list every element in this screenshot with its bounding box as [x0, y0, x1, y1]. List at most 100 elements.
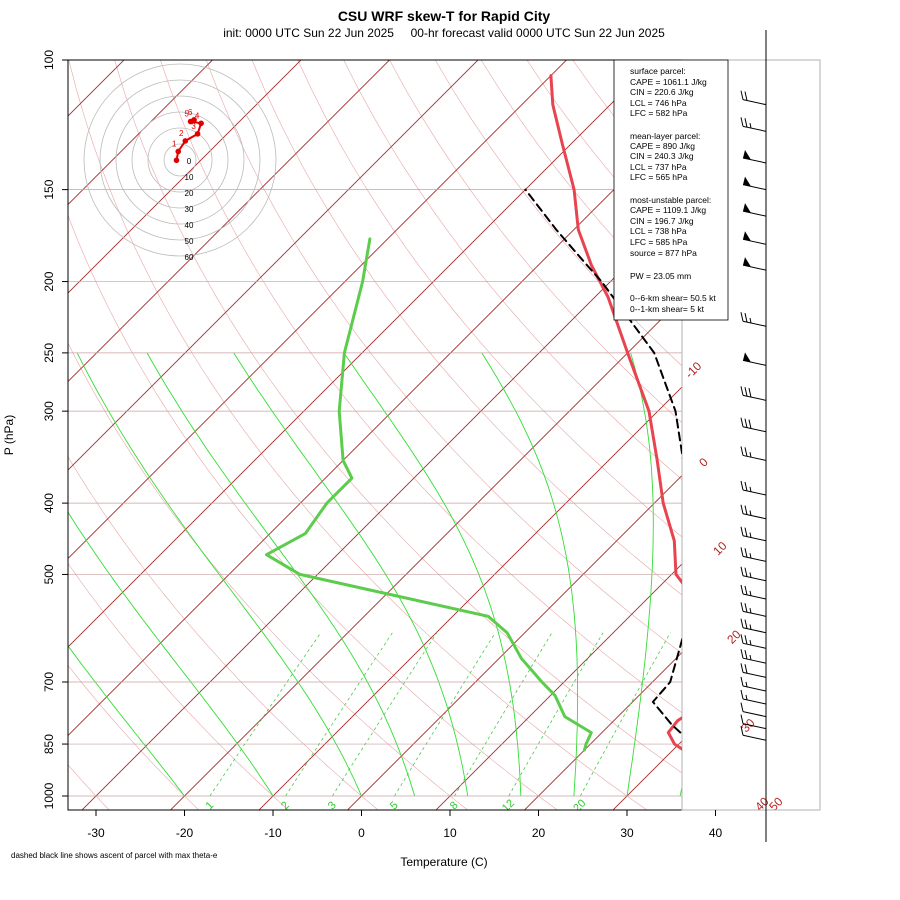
isotherm-label: 50 [766, 794, 786, 814]
p-tick-label: 200 [42, 271, 56, 291]
dry-adiabat [251, 60, 682, 596]
wind-barb-shaft [742, 671, 767, 678]
wind-barb [740, 117, 767, 132]
wind-barb-feather [740, 547, 744, 557]
wind-barb-feather [744, 313, 748, 323]
hodograph-ring [83, 63, 277, 257]
hodograph-ring-label: 30 [185, 205, 194, 214]
hodograph-point [194, 131, 201, 137]
mixing-ratio-label: 8 [448, 799, 461, 812]
legend-line: 0--1-km shear= 5 kt [630, 304, 705, 314]
t-tick-label: 30 [620, 826, 634, 840]
dry-adiabat [848, 60, 900, 812]
hodograph-point [182, 138, 189, 144]
t-tick-label: 0 [358, 826, 365, 840]
wind-barb [740, 649, 767, 664]
p-tick-label: 250 [42, 343, 56, 363]
wind-barb-feather [740, 566, 744, 576]
hodograph-point-label: 5 [184, 110, 189, 119]
hodograph-ring-label: 60 [185, 253, 194, 262]
isotherm-line [68, 60, 479, 471]
dewpoint-trace [265, 237, 593, 752]
wind-barb-feather [744, 481, 748, 492]
wind-barb-feather [744, 585, 748, 596]
legend-line: CAPE = 1061.1 J/kg [630, 77, 707, 87]
dry-adiabat [343, 60, 682, 480]
moist-adiabat [626, 352, 654, 797]
wind-barb [742, 149, 767, 164]
wind-barb-shaft [742, 125, 767, 132]
legend-line: CAPE = 890 J/kg [630, 141, 695, 151]
p-tick-label: 100 [42, 50, 56, 70]
wind-barb-feather [740, 676, 744, 687]
dry-adiabat [68, 60, 648, 810]
moist-adiabat [76, 352, 362, 797]
wind-barb-shaft [742, 489, 767, 496]
wind-barb-feather [740, 312, 744, 322]
plot-frame [67, 59, 683, 811]
legend-line: LCL = 746 hPa [630, 98, 687, 108]
hodograph: 0 10 20 30 40 50 60 123 45 6 [83, 63, 277, 262]
wind-barb-shaft [742, 593, 767, 600]
wind-barb-shaft [742, 642, 767, 649]
wind-barb-shaft [742, 734, 767, 741]
wind-barb [740, 634, 767, 649]
wind-barb-feather [744, 527, 748, 537]
t-tick-label: 20 [532, 826, 546, 840]
dry-adiabat [68, 664, 200, 810]
wind-barb-half-feather [749, 317, 752, 324]
wind-barb-shaft [742, 723, 767, 730]
wind-barb [740, 663, 767, 678]
wind-barb-feather [748, 388, 752, 398]
hodograph-point-label: 1 [172, 139, 177, 148]
isotherm-line [81, 209, 682, 810]
dry-adiabat [297, 60, 682, 538]
wind-barb [740, 526, 767, 542]
legend-line: PW = 23.05 mm [630, 271, 691, 281]
wind-barb [740, 676, 767, 692]
wind-barb-feather [744, 418, 748, 428]
isotherm-line [68, 60, 656, 648]
isotherm-line [169, 297, 682, 810]
wind-barb-feather [744, 447, 748, 457]
legend-line: surface parcel: [630, 66, 686, 76]
hodograph-ring [163, 143, 197, 177]
wind-barb [740, 584, 767, 600]
isotherm-line [788, 44, 900, 812]
hodograph-ring [99, 79, 261, 241]
moist-adiabat [343, 352, 522, 797]
hodograph-ring-label: 10 [185, 173, 194, 182]
wind-barb [740, 726, 767, 741]
p-tick-label: 1000 [42, 782, 56, 809]
wind-barb-feather [740, 526, 744, 536]
wind-barb-half-feather [749, 572, 752, 578]
parcel-ascent-trace [524, 188, 682, 736]
hodograph-ring-label: 40 [185, 221, 194, 230]
wind-barb-shaft [742, 555, 767, 562]
wind-barb-feather [748, 419, 752, 429]
x-axis-label: Temperature (C) [400, 855, 487, 869]
legend-line: CAPE = 1109.1 J/kg [630, 205, 706, 215]
isotherm-label: 20 [724, 627, 744, 647]
p-tick-label: 300 [42, 401, 56, 421]
wind-barb-feather [744, 91, 748, 101]
wind-barb [740, 618, 767, 634]
wind-barb-feather [744, 603, 748, 613]
wind-barb-shaft [742, 535, 767, 542]
footnote: dashed black line shows ascent of parcel… [11, 851, 218, 860]
wind-barb-shaft [742, 610, 767, 617]
isotherm-label: -10 [682, 359, 704, 381]
moist-adiabat [233, 352, 469, 797]
mixing-ratio-label: 1 [204, 799, 217, 812]
wind-barb-feather [740, 446, 744, 456]
wind-barb-half-feather [749, 532, 752, 538]
wind-barb-half-feather [749, 553, 752, 559]
mixing-ratio-line [209, 632, 322, 797]
legend-line: mean-layer parcel: [630, 131, 700, 141]
isotherm-line [68, 60, 391, 383]
wind-barb [740, 504, 767, 520]
wind-barb-shaft [742, 454, 767, 461]
wind-barb-half-feather [749, 624, 752, 630]
